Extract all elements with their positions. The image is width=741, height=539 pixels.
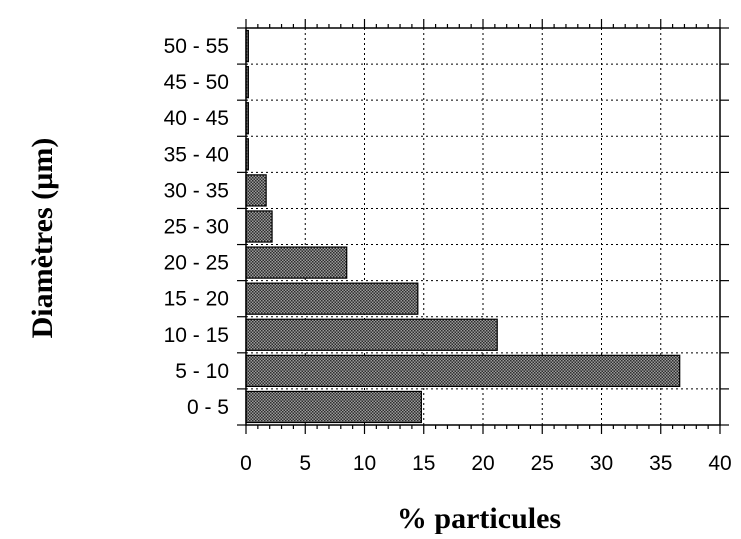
label-layer: 0 5 10 15 20 25 30 35 40 0 - 5 5 - 10 10 - 15 15 - 2… [164, 35, 732, 475]
x-tick-label: 15 [412, 452, 435, 475]
x-tick-label: 30 [590, 452, 613, 475]
x-tick-label: 20 [471, 452, 494, 475]
y-category-label: 10 - 15 [164, 324, 229, 347]
x-tick-label: 5 [299, 452, 311, 475]
bar [245, 174, 267, 207]
x-axis-title: % particules [397, 502, 561, 534]
y-category-label: 50 - 55 [164, 35, 229, 58]
bar [245, 354, 681, 388]
x-tick-label: 10 [353, 452, 376, 475]
y-category-label: 45 - 50 [164, 71, 229, 94]
y-category-label: 25 - 30 [164, 216, 229, 239]
y-axis-title: Diamètres (µm) [26, 138, 59, 339]
y-category-label: 20 - 25 [164, 252, 229, 275]
bar [245, 390, 422, 424]
y-category-label: 5 - 10 [175, 360, 229, 383]
x-tick-label: 40 [708, 452, 731, 475]
bar [245, 210, 273, 243]
frame-layer [237, 19, 729, 434]
bar [245, 246, 348, 279]
bar-layer [245, 29, 681, 424]
y-category-label: 35 - 40 [164, 143, 229, 166]
bar [245, 318, 498, 351]
y-category-label: 0 - 5 [187, 396, 229, 419]
y-category-label: 15 - 20 [164, 288, 229, 311]
x-tick-label: 35 [649, 452, 672, 475]
x-tick-label: 25 [531, 452, 554, 475]
bar [245, 282, 419, 315]
x-tick-label: 0 [240, 452, 252, 475]
y-category-label: 30 - 35 [164, 179, 229, 202]
y-category-label: 40 - 45 [164, 107, 229, 130]
